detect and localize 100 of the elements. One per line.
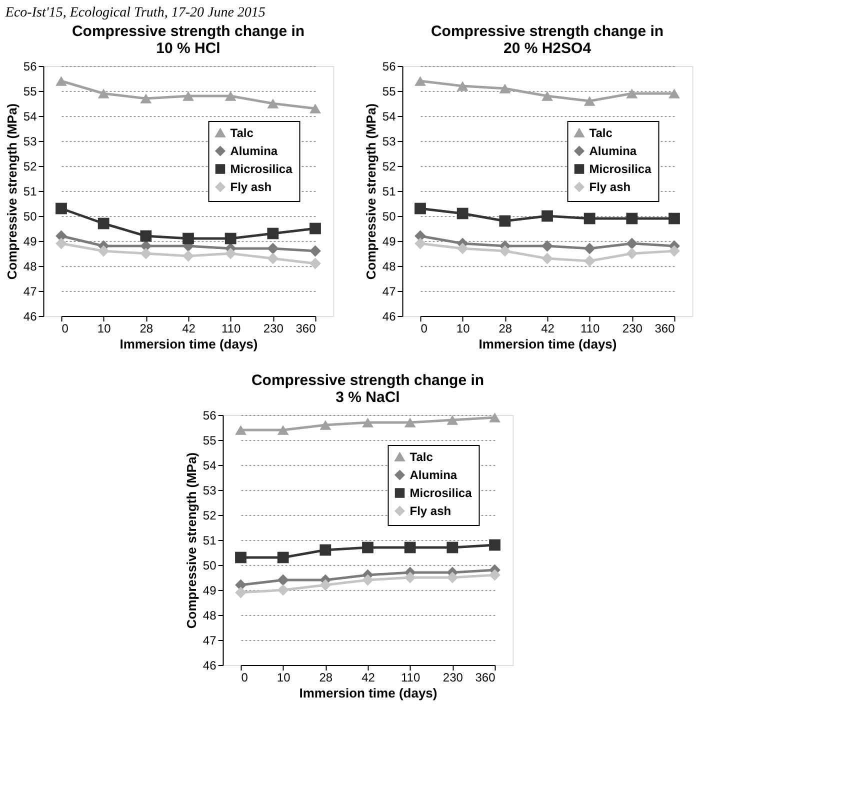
y-tick-label: 56 (23, 60, 38, 74)
y-axis-title: Compressive strength (MPa) (184, 452, 199, 629)
point (542, 240, 553, 252)
y-tick-label: 46 (202, 658, 217, 672)
point (235, 425, 246, 435)
x-tick-label: 110 (401, 670, 420, 684)
x-tick-label: 28 (498, 322, 512, 336)
y-tick-label: 52 (23, 160, 38, 174)
point (542, 210, 553, 222)
point (235, 586, 246, 598)
point (456, 81, 468, 91)
y-tick-label: 56 (382, 60, 396, 74)
point (277, 574, 289, 586)
point (362, 418, 374, 428)
point (584, 96, 596, 106)
point (224, 232, 236, 244)
point (235, 552, 246, 564)
point (277, 425, 289, 435)
point (267, 98, 279, 108)
point (414, 76, 426, 86)
point (182, 232, 194, 244)
point (320, 544, 332, 556)
y-tick-label: 54 (202, 458, 217, 472)
point (542, 252, 553, 264)
point (56, 238, 67, 250)
x-tick-label: 28 (319, 670, 333, 684)
x-tick-label: 0 (62, 322, 69, 336)
point (267, 228, 279, 240)
legend-label: Alumina (410, 468, 458, 482)
point (456, 242, 468, 254)
y-tick-label: 55 (23, 84, 38, 98)
x-axis-title: Immersion time (days) (120, 336, 258, 352)
y-tick-label: 49 (23, 234, 38, 248)
y-tick-label: 47 (23, 284, 38, 298)
point (140, 230, 152, 242)
x-tick-label: 230 (622, 322, 643, 336)
point (584, 212, 596, 224)
point (414, 202, 426, 214)
point (267, 242, 279, 254)
chart-title: Compressive strength change in 10 % HCl (72, 23, 305, 57)
y-axis-title: Compressive strength (MPa) (4, 103, 20, 280)
point (626, 88, 638, 98)
point (446, 415, 458, 425)
legend-label: Microsilica (589, 162, 652, 176)
x-tick-label: 360 (296, 322, 316, 336)
point (277, 584, 289, 596)
chart-title: Compressive strength change in 3 % NaCl (251, 372, 484, 406)
y-tick-label: 56 (202, 408, 217, 422)
legend-label: Alumina (589, 144, 637, 158)
y-tick-label: 48 (202, 608, 217, 622)
point (404, 542, 416, 554)
y-tick-label: 47 (382, 284, 396, 298)
y-tick-label: 48 (23, 260, 38, 274)
point (446, 542, 458, 554)
point (182, 91, 194, 101)
point (542, 91, 553, 101)
point (456, 208, 468, 220)
x-tick-label: 360 (654, 322, 676, 336)
point (668, 212, 680, 224)
y-tick-label: 48 (382, 260, 396, 274)
point (404, 418, 416, 428)
legend-label: Fly ash (589, 180, 631, 194)
y-tick-label: 46 (382, 310, 396, 324)
legend-label: Fly ash (230, 180, 272, 194)
x-tick-label: 110 (580, 322, 600, 336)
y-tick-label: 54 (23, 110, 38, 124)
y-tick-label: 51 (202, 534, 217, 548)
point (277, 552, 289, 564)
y-tick-label: 53 (23, 134, 38, 148)
point (489, 412, 500, 422)
y-tick-label: 47 (202, 634, 217, 648)
point (446, 572, 458, 584)
x-tick-label: 10 (456, 322, 470, 336)
point (626, 248, 638, 260)
point (489, 539, 500, 551)
point (98, 88, 110, 98)
x-tick-label: 42 (541, 322, 555, 336)
x-tick-label: 230 (442, 670, 464, 684)
point (98, 218, 110, 230)
point (320, 579, 332, 591)
x-tick-label: 110 (222, 322, 241, 336)
x-tick-label: 10 (97, 322, 112, 336)
legend-label: Fly ash (410, 504, 452, 518)
point (489, 569, 500, 581)
y-tick-label: 46 (23, 310, 38, 324)
point (182, 250, 194, 262)
legend-label: Talc (410, 450, 434, 464)
y-tick-label: 55 (382, 84, 396, 98)
point (224, 248, 236, 260)
y-tick-label: 52 (382, 160, 396, 174)
x-tick-label: 0 (420, 322, 428, 336)
y-tick-label: 52 (202, 508, 217, 522)
x-tick-label: 28 (140, 322, 154, 336)
point (56, 76, 67, 86)
point (56, 202, 67, 214)
point (404, 572, 416, 584)
x-axis-title: Immersion time (days) (478, 336, 617, 352)
y-tick-label: 51 (23, 184, 38, 198)
y-axis-title: Compressive strength (MPa) (363, 103, 378, 280)
point (584, 255, 596, 267)
